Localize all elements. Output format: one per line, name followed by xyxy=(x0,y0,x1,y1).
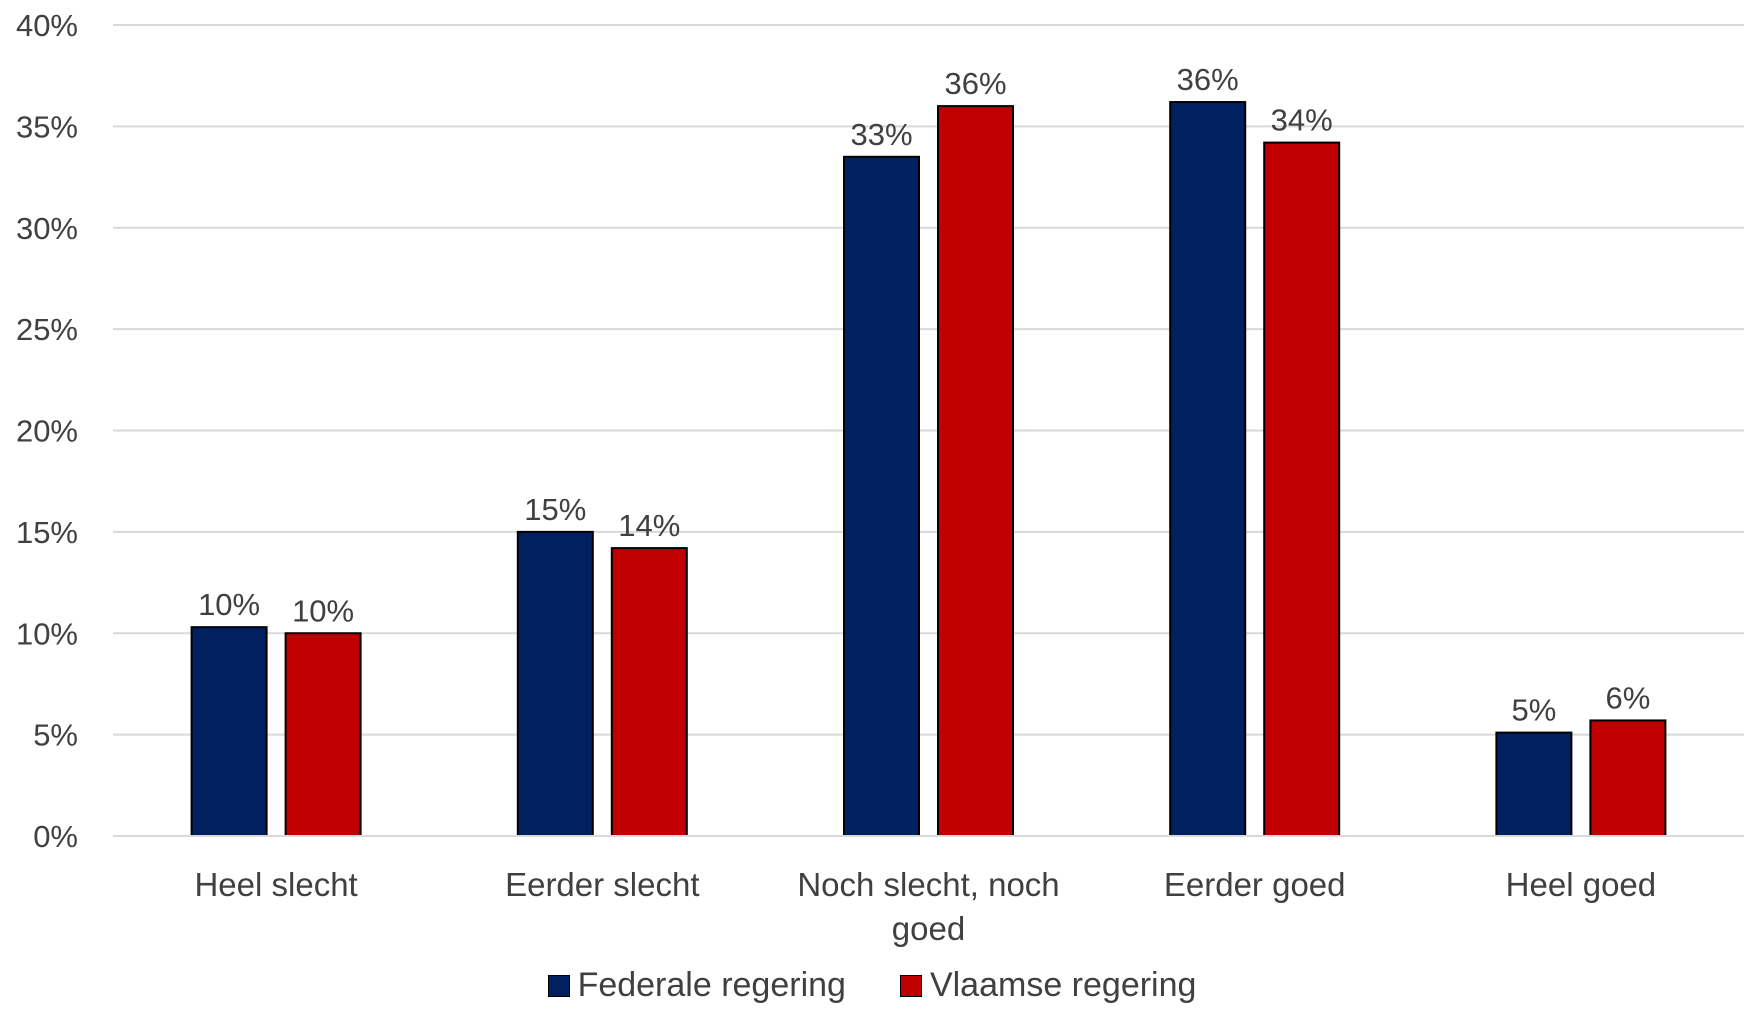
y-tick-label: 15% xyxy=(16,515,78,550)
data-label: 10% xyxy=(198,587,260,622)
data-label: 36% xyxy=(1177,62,1239,97)
y-tick-label: 0% xyxy=(33,819,78,854)
data-label: 10% xyxy=(292,593,354,628)
data-label: 34% xyxy=(1271,103,1333,138)
legend-swatch-federale xyxy=(547,974,570,997)
bar xyxy=(843,155,920,838)
data-label: 15% xyxy=(524,492,586,527)
data-label: 5% xyxy=(1511,693,1556,728)
bar xyxy=(284,632,362,837)
y-axis: 0% 5% 10% 15% 20% 25% 30% 35% 40% xyxy=(16,8,78,854)
y-tick-label: 20% xyxy=(16,414,78,449)
legend-swatch-vlaamse xyxy=(899,974,922,997)
x-category-label: Eerder goed xyxy=(1164,866,1346,903)
data-label: 36% xyxy=(944,66,1006,101)
legend-item-vlaamse: Vlaamse regering xyxy=(899,966,1197,1005)
y-tick-label: 10% xyxy=(16,616,78,651)
bar xyxy=(516,530,594,837)
bar xyxy=(1495,731,1573,837)
data-labels: 10% 10% 15% 14% 33% 36% 36% 34% 5% 6% xyxy=(198,62,1650,728)
bar xyxy=(1263,141,1341,838)
bar xyxy=(937,105,1014,838)
legend-label-vlaamse: Vlaamse regering xyxy=(929,966,1197,1004)
bar xyxy=(190,626,268,837)
data-label: 14% xyxy=(618,508,680,543)
y-tick-label: 25% xyxy=(16,312,78,347)
legend-label-federale: Federale regering xyxy=(577,966,846,1004)
data-label: 33% xyxy=(850,117,912,152)
bars xyxy=(190,101,1667,838)
x-category-label: goed xyxy=(892,910,965,947)
x-category-label: Heel slecht xyxy=(194,866,357,903)
x-category-label: Eerder slecht xyxy=(505,866,699,903)
legend-item-federale: Federale regering xyxy=(547,966,846,1005)
x-category-label: Heel goed xyxy=(1506,866,1656,903)
x-category-label: Noch slecht, noch xyxy=(797,866,1059,903)
y-tick-label: 30% xyxy=(16,211,78,246)
y-tick-label: 40% xyxy=(16,8,78,43)
y-tick-label: 5% xyxy=(33,718,78,753)
x-axis: Heel slecht Eerder slecht Noch slecht, noc… xyxy=(113,835,1744,947)
bar xyxy=(1589,719,1667,837)
bar xyxy=(1169,101,1247,838)
legend: Federale regering Vlaamse regering xyxy=(0,966,1744,1005)
gridlines xyxy=(113,24,1744,837)
data-label: 6% xyxy=(1605,680,1650,715)
bar xyxy=(610,547,688,837)
y-tick-label: 35% xyxy=(16,109,78,144)
